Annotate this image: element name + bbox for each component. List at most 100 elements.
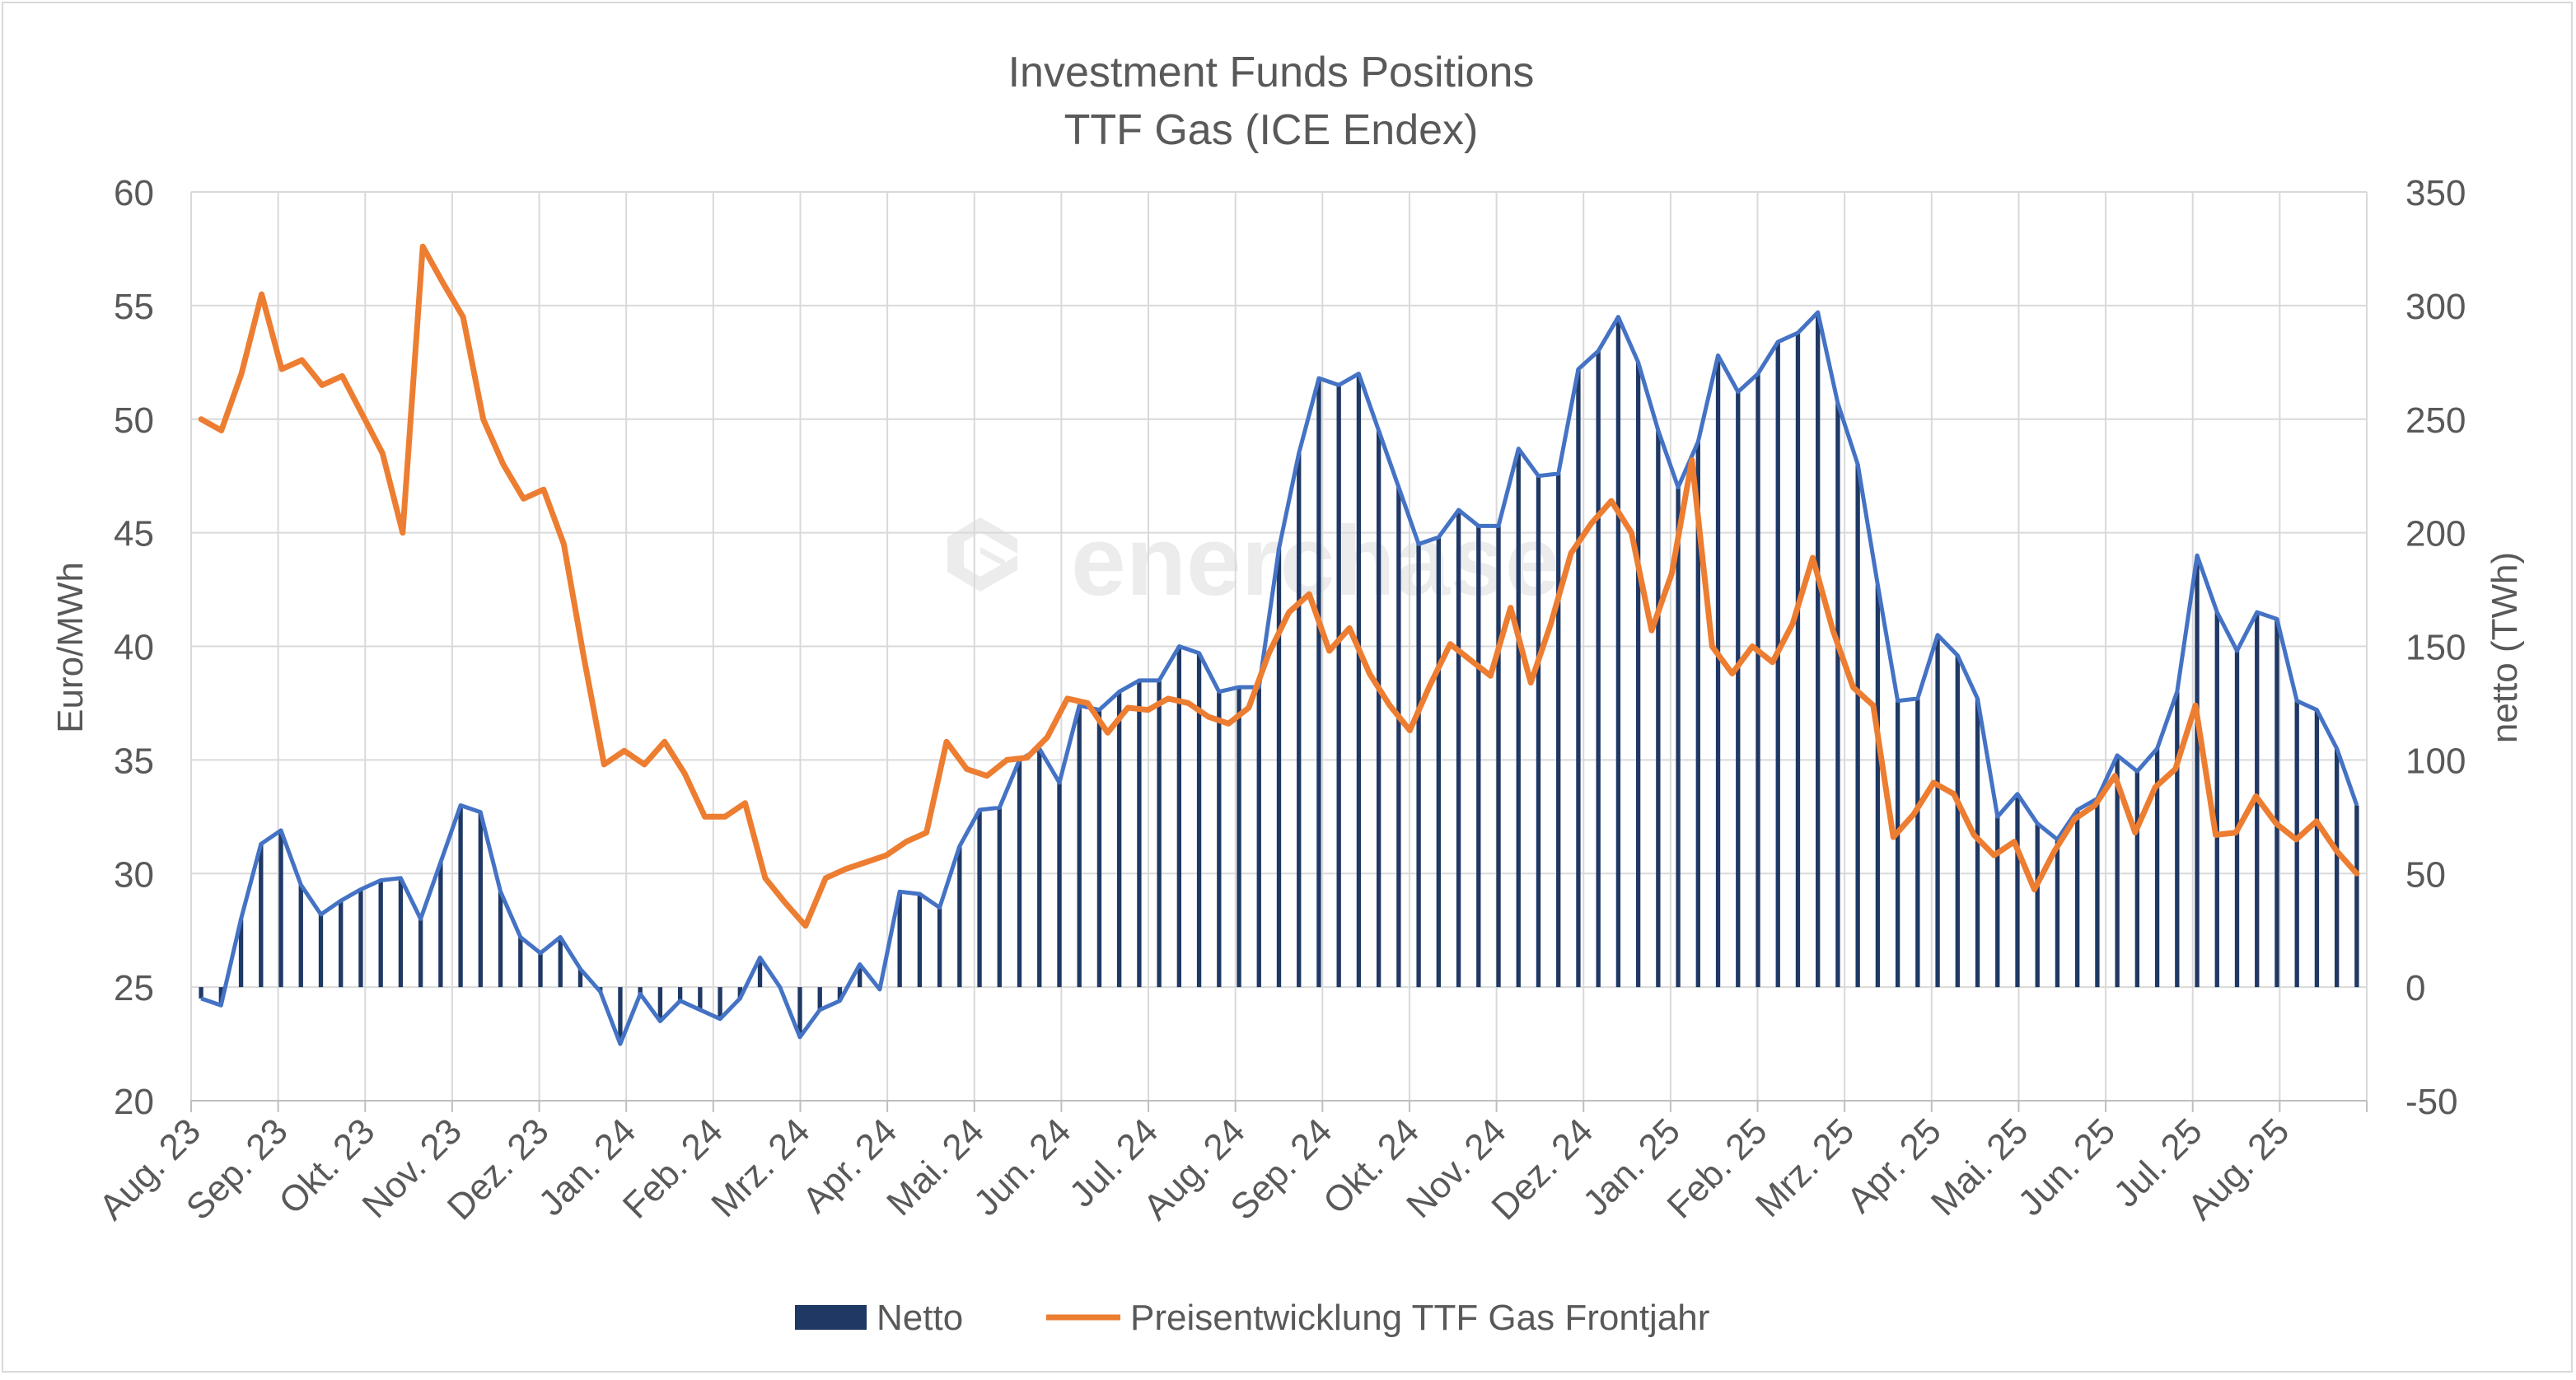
netto-bar	[1895, 700, 1900, 988]
netto-bar	[1536, 475, 1541, 988]
netto-bar	[718, 987, 722, 1019]
legend-swatch-netto	[795, 1305, 867, 1330]
netto-bar	[957, 846, 962, 988]
netto-bar	[2175, 691, 2180, 988]
netto-bar	[1855, 464, 1860, 988]
netto-bar	[997, 807, 1002, 988]
netto-bar	[1196, 653, 1202, 988]
netto-bar	[2035, 823, 2040, 988]
netto-bar	[1875, 585, 1881, 988]
netto-bar	[1276, 548, 1282, 988]
y-left-tick-label: 50	[114, 400, 154, 441]
y-right-tick-label: 350	[2405, 173, 2466, 213]
netto-bar	[1316, 378, 1321, 988]
netto-bar	[259, 844, 264, 988]
netto-bar	[558, 937, 563, 988]
y-left-tick-label: 60	[114, 173, 154, 213]
netto-bar	[339, 901, 344, 988]
legend-label-netto: Netto	[877, 1298, 963, 1338]
netto-bar	[2195, 555, 2200, 988]
netto-bar	[318, 914, 324, 988]
netto-bar	[1416, 544, 1421, 988]
netto-bar	[657, 987, 663, 1022]
netto-bar	[1635, 362, 1641, 988]
y-left-tick-label: 25	[114, 968, 154, 1008]
netto-bar	[418, 919, 423, 988]
series-lines	[198, 243, 2360, 1046]
netto-bar	[1096, 709, 1102, 988]
netto-bar	[698, 987, 703, 1010]
legend-item-netto: Netto	[795, 1298, 963, 1338]
y-right-tick-label: 150	[2405, 628, 2466, 668]
netto-bar	[1715, 355, 1721, 988]
netto-bar	[238, 919, 244, 988]
y-left-tick-label: 30	[114, 854, 154, 895]
netto-outline-line	[200, 310, 2359, 1046]
watermark-icon	[947, 517, 1017, 592]
netto-bar	[1615, 316, 1621, 988]
netto-bar	[2274, 619, 2279, 988]
y-left-tick-label: 55	[114, 287, 154, 327]
netto-bar	[398, 877, 404, 988]
netto-bar	[1816, 312, 1821, 988]
netto-bar	[817, 987, 822, 1010]
legend-label-price: Preisentwicklung TTF Gas Frontjahr	[1130, 1298, 1709, 1338]
y-left-tick-label: 20	[114, 1082, 154, 1122]
y-right-tick-label: 300	[2405, 287, 2466, 327]
netto-bar	[1476, 526, 1481, 988]
y-right-tick-label: 0	[2405, 968, 2425, 1008]
y-right-tick-label: -50	[2405, 1082, 2458, 1122]
netto-bar	[2115, 755, 2120, 988]
y-right-tick-label: 50	[2405, 854, 2446, 895]
netto-bar	[358, 889, 363, 988]
y-left-tick-label: 40	[114, 628, 154, 668]
netto-bar	[677, 987, 683, 1001]
netto-bar	[1057, 782, 1062, 988]
netto-bar	[2214, 612, 2219, 988]
netto-bar	[2095, 798, 2100, 988]
price-line	[198, 243, 2360, 929]
netto-bar	[1576, 369, 1581, 988]
netto-bar	[797, 987, 802, 1037]
netto-bar	[1975, 698, 1980, 988]
netto-bar	[1795, 332, 1801, 988]
y-left-tick-label: 45	[114, 514, 154, 554]
netto-bar	[298, 885, 303, 988]
netto-bar	[1656, 430, 1661, 988]
netto-bar	[858, 964, 863, 988]
netto-bar	[1835, 403, 1840, 988]
netto-bar	[2354, 805, 2359, 988]
y-axis-left-label: Euro/MWh	[50, 562, 91, 733]
netto-bar	[1676, 487, 1681, 988]
netto-bar	[577, 969, 583, 988]
gridlines	[190, 191, 2368, 1102]
netto-bar	[1396, 487, 1401, 988]
chart-subtitle: TTF Gas (ICE Endex)	[1064, 106, 1479, 154]
y-right-tick-label: 250	[2405, 400, 2466, 441]
chart-title: Investment Funds Positions	[1008, 49, 1535, 96]
netto-bar	[2134, 771, 2140, 988]
netto-bar	[438, 862, 443, 988]
netto-bar	[618, 987, 623, 1045]
netto-bar	[1217, 691, 1222, 988]
netto-bar	[2294, 700, 2299, 988]
netto-bar	[2314, 709, 2320, 988]
netto-bar	[1736, 391, 1741, 988]
netto-bar	[1077, 705, 1082, 988]
netto-bar	[897, 891, 902, 988]
netto-bar	[1496, 526, 1501, 988]
netto-bar	[518, 937, 523, 988]
legend: Netto Preisentwicklung TTF Gas Frontjahr	[795, 1298, 1709, 1338]
netto-bar	[378, 880, 383, 988]
netto-bar	[199, 987, 203, 999]
netto-bar	[1176, 646, 1182, 988]
y-left-tick-label: 35	[114, 741, 154, 781]
netto-bar	[458, 805, 463, 988]
netto-bar	[1356, 373, 1362, 988]
netto-bar	[1596, 351, 1601, 988]
netto-bar	[1336, 385, 1341, 988]
netto-bar	[1297, 453, 1302, 988]
netto-bar	[1116, 691, 1122, 988]
netto-bar	[1456, 510, 1461, 988]
netto-bar	[2015, 793, 2020, 988]
